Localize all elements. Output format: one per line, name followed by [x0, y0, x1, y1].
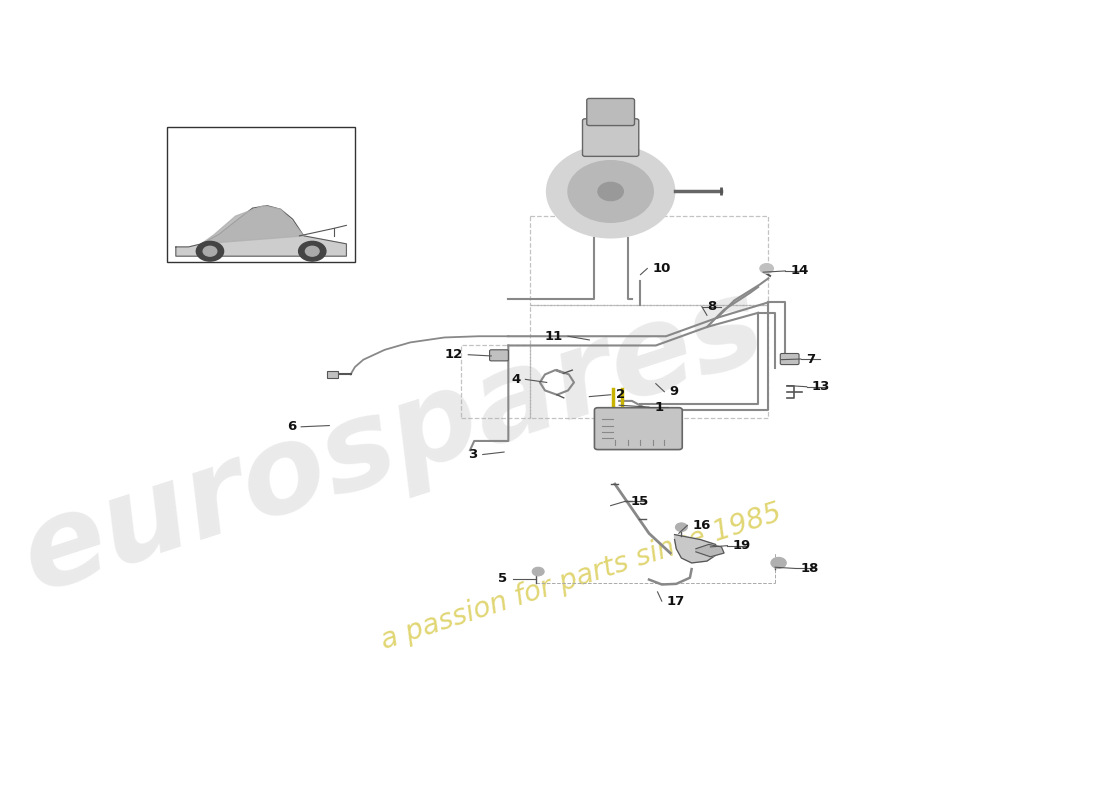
Text: 9: 9: [670, 385, 679, 398]
Circle shape: [568, 161, 653, 222]
Text: 1: 1: [654, 401, 663, 414]
Circle shape: [760, 263, 773, 274]
Polygon shape: [176, 206, 346, 256]
Text: 4: 4: [512, 373, 520, 386]
Polygon shape: [201, 206, 304, 244]
Polygon shape: [674, 534, 719, 563]
Text: 15: 15: [630, 495, 649, 508]
Circle shape: [204, 246, 217, 256]
Text: 2: 2: [616, 388, 625, 402]
Text: eurospares: eurospares: [8, 266, 779, 616]
Text: 19: 19: [733, 539, 751, 552]
FancyBboxPatch shape: [490, 350, 508, 361]
Circle shape: [675, 523, 688, 531]
Circle shape: [196, 242, 223, 261]
Text: 6: 6: [287, 420, 296, 434]
FancyBboxPatch shape: [594, 408, 682, 450]
Text: 13: 13: [812, 380, 830, 394]
Circle shape: [598, 182, 624, 201]
Text: a passion for parts since 1985: a passion for parts since 1985: [377, 498, 784, 654]
Text: 5: 5: [498, 573, 507, 586]
Text: 8: 8: [707, 300, 716, 313]
Circle shape: [298, 242, 326, 261]
Text: 17: 17: [667, 594, 685, 608]
Circle shape: [547, 146, 674, 238]
Text: 18: 18: [801, 562, 820, 575]
Text: 16: 16: [693, 519, 711, 532]
Text: 12: 12: [444, 348, 463, 362]
FancyBboxPatch shape: [583, 118, 639, 156]
Text: 10: 10: [652, 262, 671, 275]
Text: 14: 14: [791, 265, 808, 278]
Circle shape: [306, 246, 319, 256]
Circle shape: [532, 567, 544, 576]
Circle shape: [771, 558, 786, 569]
Text: 11: 11: [544, 330, 563, 342]
Bar: [167, 127, 355, 262]
FancyBboxPatch shape: [586, 98, 635, 126]
Text: 7: 7: [806, 353, 815, 366]
Polygon shape: [696, 545, 724, 557]
Text: 3: 3: [469, 448, 477, 461]
Bar: [327, 370, 338, 378]
FancyBboxPatch shape: [780, 354, 799, 365]
